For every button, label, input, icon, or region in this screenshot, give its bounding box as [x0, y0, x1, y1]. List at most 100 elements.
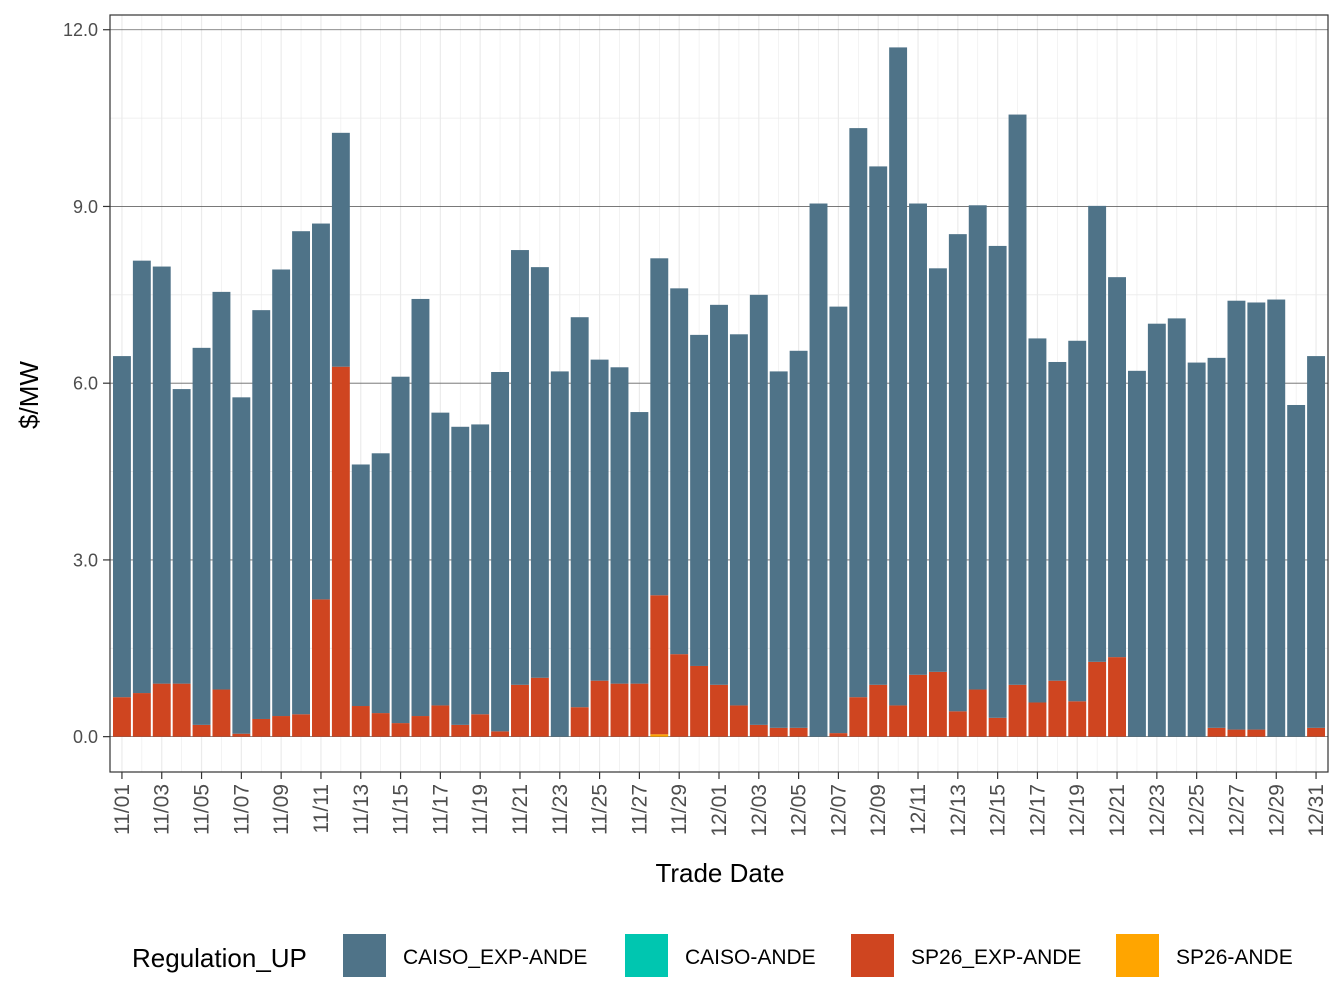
x-tick-label: 11/05 — [191, 784, 214, 835]
bar-caiso-exp-ande — [610, 367, 629, 684]
bar-sp26-exp-ande — [152, 683, 171, 737]
x-tick-label: 12/25 — [1186, 784, 1209, 837]
bar-caiso-exp-ande — [491, 371, 510, 732]
bar-caiso-exp-ande — [809, 203, 828, 737]
bar-caiso-exp-ande — [1207, 357, 1226, 728]
bar-caiso-exp-ande — [511, 250, 529, 685]
bar-sp26-exp-ande — [471, 714, 490, 737]
bar-caiso-exp-ande — [1127, 370, 1146, 737]
bar-sp26-exp-ande — [729, 705, 748, 737]
x-tick-label: 11/15 — [390, 784, 413, 835]
bar-sp26-exp-ande — [232, 733, 251, 737]
bar-caiso-exp-ande — [351, 464, 370, 707]
x-tick-label: 11/21 — [509, 784, 532, 835]
bar-caiso-exp-ande — [1167, 318, 1186, 737]
x-tick-label: 11/25 — [589, 784, 612, 835]
bar-sp26-exp-ande — [610, 683, 629, 737]
legend: Regulation_UP CAISO_EXP-ANDE CAISO-ANDE SP… — [132, 934, 1293, 977]
bar-caiso-exp-ande — [252, 310, 271, 719]
y-tick-label: 9.0 — [73, 197, 98, 217]
bar-sp26-exp-ande — [988, 717, 1007, 737]
bar-caiso-exp-ande — [670, 288, 689, 655]
x-tick-label: 11/27 — [628, 784, 651, 835]
bar-caiso-exp-ande — [451, 426, 470, 725]
x-tick-label: 12/03 — [748, 784, 771, 837]
x-tick-label: 11/03 — [151, 784, 174, 835]
bar-caiso-exp-ande — [112, 356, 131, 698]
bar-caiso-exp-ande — [172, 389, 191, 684]
bar-sp26-exp-ande — [1227, 729, 1246, 737]
bar-caiso-exp-ande — [331, 132, 350, 367]
bar-caiso-exp-ande — [570, 317, 589, 708]
bar-caiso-exp-ande — [590, 359, 609, 681]
x-tick-label: 12/23 — [1146, 784, 1169, 837]
y-axis: 0.0 3.0 6.0 9.0 12.0 — [63, 20, 110, 747]
bar-sp26-exp-ande — [252, 718, 271, 737]
legend-label: SP26-ANDE — [1176, 946, 1293, 969]
bar-caiso-exp-ande — [849, 128, 868, 698]
legend-key-caiso-ande — [625, 934, 668, 977]
bar-sp26-exp-ande — [391, 723, 410, 737]
bar-sp26-exp-ande — [710, 684, 728, 737]
bar-caiso-exp-ande — [1008, 114, 1027, 685]
x-tick-label: 12/01 — [708, 784, 731, 837]
bar-sp26-exp-ande — [1207, 727, 1226, 737]
x-tick-label: 12/29 — [1265, 784, 1288, 837]
bar-sp26-exp-ande — [789, 727, 808, 737]
bar-sp26-exp-ande — [928, 671, 947, 737]
bar-sp26-exp-ande — [690, 665, 709, 737]
bar-sp26-exp-ande — [630, 683, 649, 737]
bar-caiso-exp-ande — [1287, 404, 1306, 737]
bar-sp26-exp-ande — [849, 697, 868, 737]
x-tick-label: 12/05 — [788, 784, 811, 837]
bar-caiso-exp-ande — [550, 371, 569, 737]
bar-caiso-exp-ande — [1068, 340, 1087, 702]
x-tick-label: 11/09 — [270, 784, 293, 835]
bar-caiso-exp-ande — [371, 453, 390, 714]
x-axis-title: Trade Date — [655, 858, 784, 888]
bar-sp26-exp-ande — [1068, 701, 1087, 737]
legend-label: CAISO-ANDE — [685, 946, 816, 969]
bar-caiso-exp-ande — [650, 258, 669, 596]
y-tick-label: 0.0 — [73, 727, 98, 747]
legend-key-sp26-ande — [1116, 934, 1159, 977]
bar-caiso-exp-ande — [729, 334, 748, 706]
bar-caiso-exp-ande — [829, 306, 848, 734]
bar-sp26-exp-ande — [1008, 684, 1027, 737]
y-tick-label: 3.0 — [73, 550, 98, 570]
bar-caiso-exp-ande — [312, 223, 330, 600]
x-tick-label: 12/31 — [1305, 784, 1328, 837]
bar-sp26-exp-ande — [869, 684, 888, 737]
x-tick-label: 12/11 — [907, 784, 930, 835]
bar-caiso-exp-ande — [710, 304, 728, 685]
bar-sp26-exp-ande — [491, 731, 510, 737]
bar-sp26-exp-ande — [749, 724, 768, 737]
bar-sp26-exp-ande — [948, 711, 967, 737]
bar-caiso-exp-ande — [1227, 300, 1246, 730]
bar-caiso-exp-ande — [192, 347, 211, 725]
x-tick-label: 12/17 — [1026, 784, 1049, 837]
bar-sp26-exp-ande — [670, 654, 689, 737]
bar-sp26-exp-ande — [769, 727, 788, 737]
x-tick-label: 11/17 — [429, 784, 452, 835]
bar-sp26-exp-ande — [351, 706, 370, 737]
bar-sp26-exp-ande — [411, 716, 430, 737]
x-tick-label: 12/19 — [1066, 784, 1089, 837]
bar-caiso-exp-ande — [1147, 323, 1166, 737]
bar-caiso-exp-ande — [431, 412, 450, 706]
bar-sp26-exp-ande — [1108, 657, 1126, 737]
bar-caiso-exp-ande — [889, 47, 908, 706]
x-axis: 11/01 11/03 11/05 11/07 11/09 11/11 11/13 11/15… — [111, 772, 1328, 837]
bar-caiso-exp-ande — [749, 294, 768, 725]
bar-caiso-exp-ande — [690, 334, 709, 666]
bar-caiso-exp-ande — [769, 371, 788, 728]
x-tick-label: 12/27 — [1225, 784, 1248, 837]
x-tick-label: 11/01 — [111, 784, 134, 835]
bar-caiso-exp-ande — [1028, 338, 1047, 703]
x-tick-label: 11/13 — [350, 784, 373, 835]
bar-caiso-exp-ande — [869, 166, 888, 685]
bar-sp26-exp-ande — [172, 683, 191, 737]
bar-sp26-exp-ande — [1088, 661, 1107, 737]
bar-caiso-exp-ande — [391, 376, 410, 724]
bar-caiso-exp-ande — [789, 350, 808, 728]
